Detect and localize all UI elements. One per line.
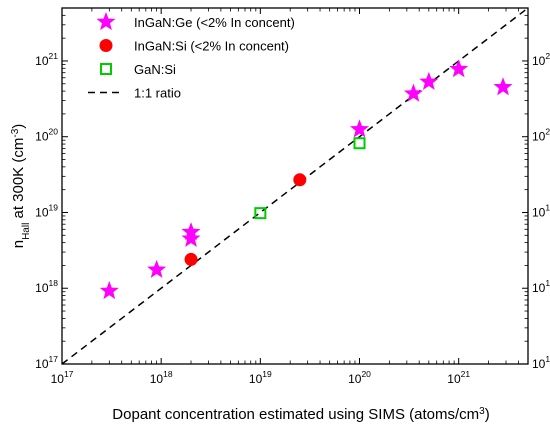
legend-label: InGaN:Ge (<2% In concent) bbox=[134, 15, 295, 30]
data-point-circle bbox=[184, 252, 198, 266]
y-tick-label-right: 1021 bbox=[532, 51, 550, 68]
x-tick-label: 1021 bbox=[447, 369, 470, 386]
data-point-star bbox=[419, 71, 439, 90]
data-point-star bbox=[449, 59, 469, 78]
plot-frame bbox=[61, 7, 529, 365]
x-tick-label: 1018 bbox=[150, 369, 173, 386]
legend-symbol bbox=[100, 63, 112, 75]
y-tick-label-right: 1020 bbox=[532, 127, 550, 144]
y-axis-title-superscript: -3 bbox=[10, 128, 21, 137]
data-point-open-square bbox=[353, 137, 366, 150]
legend-label: 1:1 ratio bbox=[134, 86, 181, 101]
data-point-star bbox=[403, 83, 423, 102]
data-point-star bbox=[350, 119, 370, 138]
y-tick-label-left: 1021 bbox=[35, 51, 58, 68]
legend-label: InGaN:Si (<2% In concent) bbox=[134, 39, 289, 54]
legend-symbol bbox=[96, 12, 116, 31]
data-point-star bbox=[493, 77, 513, 96]
data-point-open-square bbox=[254, 207, 267, 220]
data-point-star bbox=[147, 259, 167, 278]
y-tick-label-left: 1017 bbox=[35, 354, 58, 371]
data-point-star bbox=[181, 222, 201, 241]
x-axis-title: Dopant concentration estimated using SIM… bbox=[112, 406, 489, 424]
x-axis-title-superscript: 3 bbox=[479, 406, 485, 417]
data-marks bbox=[61, 7, 529, 365]
y-tick-label-right: 1018 bbox=[532, 278, 550, 295]
y-tick-label-left: 1020 bbox=[35, 127, 58, 144]
y-axis-title-subscript: Hall bbox=[21, 223, 32, 240]
y-tick-label-left: 1019 bbox=[35, 202, 58, 219]
ratio-line bbox=[61, 7, 529, 365]
legend-symbol bbox=[99, 39, 113, 52]
data-point-star bbox=[99, 280, 119, 300]
x-tick-label: 1020 bbox=[348, 369, 371, 386]
x-tick-label: 1019 bbox=[249, 369, 272, 386]
x-tick-label: 1017 bbox=[51, 369, 74, 386]
data-point-circle bbox=[293, 173, 307, 187]
data-point-star bbox=[181, 228, 201, 247]
legend-label: GaN:Si bbox=[134, 62, 176, 77]
axis-ticks: 1017101810191020102110171017101810181019… bbox=[35, 8, 550, 386]
y-axis-title: nHall at 300K (cm-3) bbox=[10, 124, 32, 249]
y-tick-label-left: 1018 bbox=[35, 278, 58, 295]
y-tick-label-right: 1019 bbox=[532, 202, 550, 219]
y-tick-label-right: 1017 bbox=[532, 354, 550, 371]
legend: InGaN:Ge (<2% In concent) InGaN:Si (<2% I… bbox=[88, 12, 295, 101]
